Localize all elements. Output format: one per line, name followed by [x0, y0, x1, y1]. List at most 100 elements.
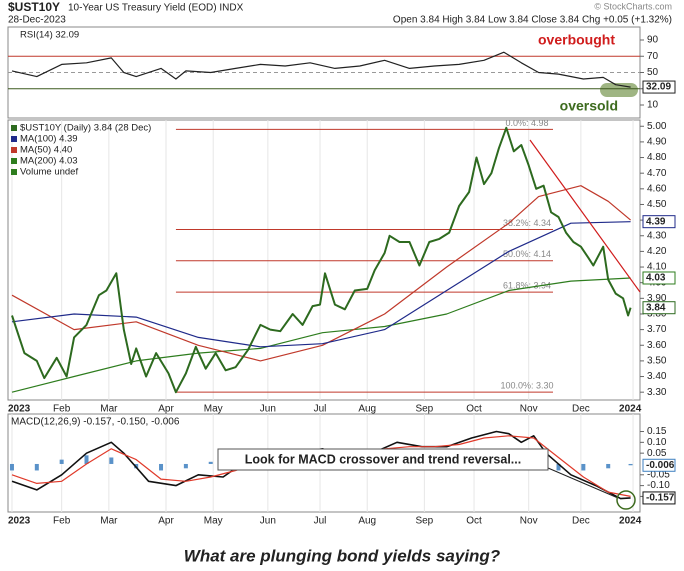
legend-swatch — [11, 169, 17, 175]
x-tick-label: Mar — [100, 516, 118, 527]
y-tick-label: 4.70 — [647, 168, 667, 179]
y-tick-label: 0.05 — [647, 448, 667, 459]
histogram-bar — [59, 459, 64, 464]
legend-swatch — [11, 158, 17, 164]
fibonacci-label: 50.0%: 4.14 — [503, 249, 551, 259]
histogram-bar — [109, 457, 114, 464]
legend-swatch — [11, 147, 17, 153]
y-tick-label: -0.10 — [647, 480, 670, 491]
x-tick-label: Oct — [466, 516, 482, 527]
x-tick-label: Feb — [53, 404, 71, 415]
y-tick-label: 3.60 — [647, 340, 667, 351]
y-tick-label: 4.30 — [647, 230, 667, 241]
x-tick-label: Sep — [415, 404, 433, 415]
legend-label: MA(200) 4.03 — [20, 156, 78, 167]
x-tick-label: Nov — [520, 404, 538, 415]
last-value-box — [642, 215, 676, 229]
y-tick-label: 4.80 — [647, 152, 667, 163]
callout-text: Look for MACD crossover and trend revers… — [245, 452, 521, 466]
fibonacci-label: 0.0%: 4.98 — [505, 118, 548, 128]
histogram-bar — [84, 455, 89, 464]
last-value-box — [642, 80, 676, 94]
legend-swatch — [11, 136, 17, 142]
macd-legend: MACD(12,26,9) -0.157, -0.150, -0.006 — [11, 417, 180, 428]
y-tick-label: 50 — [647, 67, 659, 78]
y-tick-label: 0.10 — [647, 437, 667, 448]
legend-label: $UST10Y (Daily) 3.84 (28 Dec) — [20, 123, 151, 134]
y-tick-label: 3.30 — [647, 387, 667, 398]
x-tick-label: Oct — [466, 404, 482, 415]
last-value-box — [642, 491, 676, 505]
callout-arrow — [547, 467, 619, 499]
y-tick-label: 10 — [647, 100, 659, 111]
price-panel — [7, 119, 641, 401]
y-tick-label: 4.60 — [647, 183, 667, 194]
histogram-bar — [628, 463, 633, 466]
x-tick-label: Jun — [260, 404, 276, 415]
legend-label: MA(100) 4.39 — [20, 134, 78, 145]
series-line — [11, 51, 631, 88]
rsi-annotation: overbought — [538, 32, 615, 48]
last-value-label: 32.09 — [646, 82, 671, 93]
x-tick-label: Jul — [314, 516, 327, 527]
legend-label: MA(50) 4.40 — [20, 145, 72, 156]
x-tick-label: 2024 — [619, 516, 642, 527]
x-tick-label: 2024 — [619, 404, 642, 415]
last-value-label: 3.84 — [646, 302, 666, 313]
y-tick-label: 90 — [647, 35, 659, 46]
fibonacci-label: 100.0%: 3.30 — [500, 381, 553, 391]
series-line — [11, 221, 631, 348]
histogram-bar — [183, 463, 188, 469]
y-tick-label: 5.00 — [647, 121, 667, 132]
x-tick-label: Nov — [520, 516, 538, 527]
y-tick-label: 3.50 — [647, 356, 667, 367]
volume-label: Volume undef — [20, 167, 78, 178]
last-value-label: 4.03 — [646, 273, 666, 284]
x-tick-label: May — [204, 516, 223, 527]
last-value-label: 4.39 — [646, 216, 666, 227]
histogram-bar — [606, 463, 611, 469]
fibonacci-label: 61.8%: 3.94 — [503, 280, 551, 290]
y-tick-label: 70 — [647, 51, 659, 62]
histogram-bar — [208, 461, 213, 464]
x-tick-label: Aug — [358, 516, 376, 527]
fibonacci-label: 38.2%: 4.34 — [503, 218, 551, 228]
y-tick-label: 4.50 — [647, 199, 667, 210]
series-line — [11, 126, 632, 394]
series-line — [11, 185, 631, 362]
histogram-bar — [581, 463, 586, 471]
y-tick-label: 3.70 — [647, 324, 667, 335]
crossover-circle — [616, 490, 636, 510]
quote: Open 3.84 High 3.84 Low 3.84 Close 3.84 … — [393, 15, 672, 26]
y-tick-label: 4.90 — [647, 137, 667, 148]
x-tick-label: Dec — [572, 516, 590, 527]
x-tick-label: Feb — [53, 516, 71, 527]
symbol: $UST10Y — [8, 0, 60, 14]
last-value-box — [642, 458, 676, 472]
x-tick-label: Apr — [158, 516, 174, 527]
x-tick-label: May — [204, 404, 223, 415]
date: 28-Dec-2023 — [8, 15, 66, 26]
x-tick-label: 2023 — [8, 404, 31, 415]
last-value-label: -0.157 — [646, 493, 675, 504]
x-tick-label: Sep — [415, 516, 433, 527]
last-value-box — [642, 301, 676, 315]
x-tick-label: Jul — [314, 404, 327, 415]
x-tick-label: Dec — [572, 404, 590, 415]
x-tick-label: Mar — [100, 404, 118, 415]
y-tick-label: 3.90 — [647, 293, 667, 304]
y-tick-label: 4.20 — [647, 246, 667, 257]
trend-line — [529, 139, 641, 293]
rsi-annotation: oversold — [560, 98, 618, 114]
y-tick-label: -0.05 — [647, 469, 670, 480]
x-tick-label: Aug — [358, 404, 376, 415]
x-tick-label: Apr — [158, 404, 174, 415]
y-tick-label: 4.10 — [647, 262, 667, 273]
last-value-box — [642, 271, 676, 285]
watermark: © StockCharts.com — [594, 1, 672, 11]
legend-label: RSI(14) 32.09 — [20, 30, 79, 41]
callout-box — [217, 448, 549, 471]
last-value-label: -0.006 — [646, 460, 675, 471]
series-line — [11, 277, 631, 393]
